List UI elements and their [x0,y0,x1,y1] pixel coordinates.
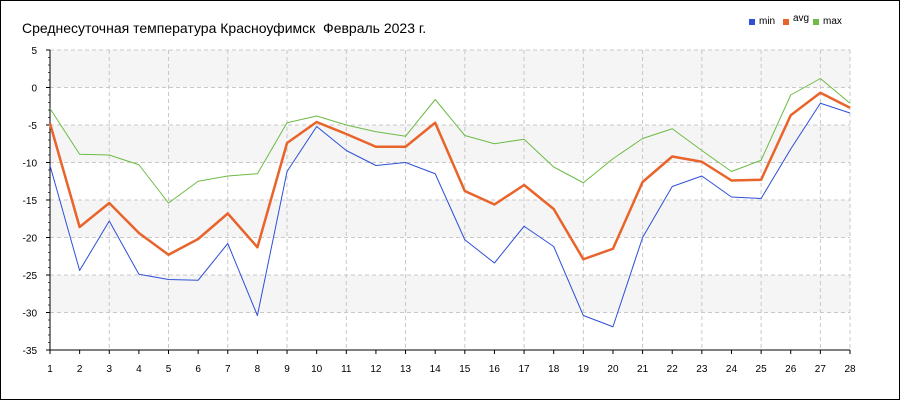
chart-title: Среднесуточная температура Красноуфимск … [22,20,427,36]
x-tick-label: 13 [400,364,412,375]
x-tick-label: 12 [370,364,382,375]
x-tick-label: 16 [489,364,501,375]
y-tick-label: -10 [23,159,38,170]
x-tick-label: 4 [136,364,142,375]
y-tick-label: -30 [23,309,38,320]
x-tick-label: 26 [785,364,797,375]
x-tick-label: 8 [255,364,261,375]
x-tick-label: 23 [696,364,708,375]
x-tick-label: 10 [311,364,323,375]
legend-label-avg: avg [793,13,810,24]
y-tick-label: 0 [31,84,37,95]
series-line-avg [48,91,851,261]
x-tick-label: 20 [607,364,619,375]
legend-label-max: max [823,16,842,27]
legend-swatch-max [813,19,819,25]
x-tick-label: 9 [284,364,290,375]
x-tick-label: 25 [756,364,768,375]
x-tick-label: 18 [548,364,560,375]
x-tick-label: 1 [47,364,53,375]
x-tick-label: 7 [225,364,231,375]
legend-swatch-avg [783,19,789,25]
legend-swatch-min [749,19,755,25]
background-band [50,275,850,313]
y-tick-label: -5 [28,121,37,132]
x-tick-label: 6 [195,364,201,375]
y-tick-label: 5 [31,46,37,57]
x-tick-label: 28 [844,364,856,375]
y-tick-label: -25 [23,271,38,282]
y-tick-label: -35 [23,346,38,357]
background-band [50,50,850,88]
x-tick-label: 3 [106,364,112,375]
x-tick-label: 27 [815,364,827,375]
legend-label-min: min [759,16,776,27]
x-tick-label: 19 [578,364,590,375]
x-tick-label: 15 [459,364,471,375]
y-tick-label: -15 [23,196,38,207]
x-tick-label: 14 [430,364,442,375]
y-tick-label: -20 [23,234,38,245]
series-line-max [49,78,851,204]
x-tick-label: 24 [726,364,738,375]
x-tick-label: 22 [667,364,679,375]
x-tick-label: 17 [519,364,531,375]
x-tick-label: 2 [77,364,83,375]
x-tick-label: 11 [341,364,352,375]
x-tick-label: 5 [166,364,172,375]
series-line-min [49,102,851,328]
x-tick-label: 21 [637,364,649,375]
